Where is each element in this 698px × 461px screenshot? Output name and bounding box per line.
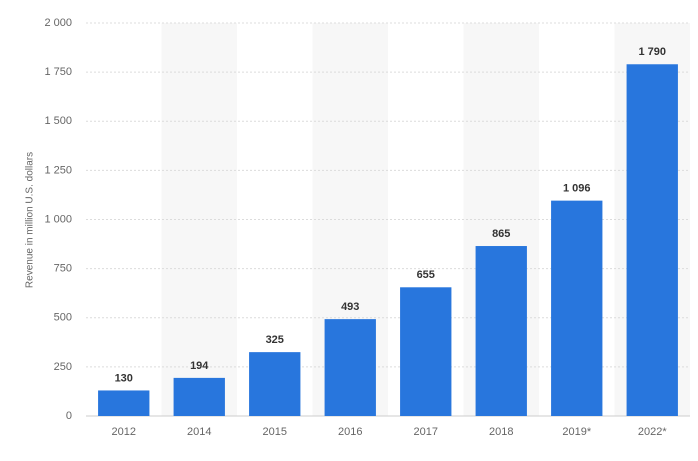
y-tick-label: 2 000: [44, 17, 72, 29]
bar: [324, 319, 376, 416]
x-tick-label: 2014: [187, 426, 211, 438]
y-tick-label: 750: [54, 263, 72, 275]
bar: [551, 200, 603, 416]
value-label: 1 790: [638, 46, 666, 58]
value-label: 865: [492, 228, 510, 240]
value-label: 194: [190, 360, 209, 372]
bar: [249, 352, 301, 416]
bar: [626, 64, 678, 416]
y-tick-label: 1 500: [44, 115, 72, 127]
value-label: 325: [266, 334, 284, 346]
x-tick-label: 2017: [414, 426, 438, 438]
y-tick-label: 1 250: [44, 164, 72, 176]
x-tick-label: 2012: [112, 426, 136, 438]
x-tick-label: 2018: [489, 426, 513, 438]
x-tick-label: 2022*: [638, 426, 667, 438]
y-tick-label: 1 750: [44, 66, 72, 78]
bar: [475, 246, 527, 416]
y-tick-label: 250: [54, 361, 72, 373]
bar: [173, 377, 225, 416]
bar: [98, 390, 150, 416]
x-tick-label: 2016: [338, 426, 362, 438]
value-label: 493: [341, 301, 359, 313]
value-label: 655: [417, 269, 435, 281]
bar: [400, 287, 452, 416]
x-tick-label: 2019*: [562, 426, 591, 438]
y-axis-label: Revenue in million U.S. dollars: [25, 152, 36, 288]
x-tick-label: 2015: [263, 426, 287, 438]
y-tick-label: 1 000: [44, 213, 72, 225]
value-label: 130: [115, 372, 133, 384]
y-tick-label: 0: [66, 410, 72, 422]
value-label: 1 096: [563, 183, 591, 195]
y-tick-label: 500: [54, 312, 72, 324]
